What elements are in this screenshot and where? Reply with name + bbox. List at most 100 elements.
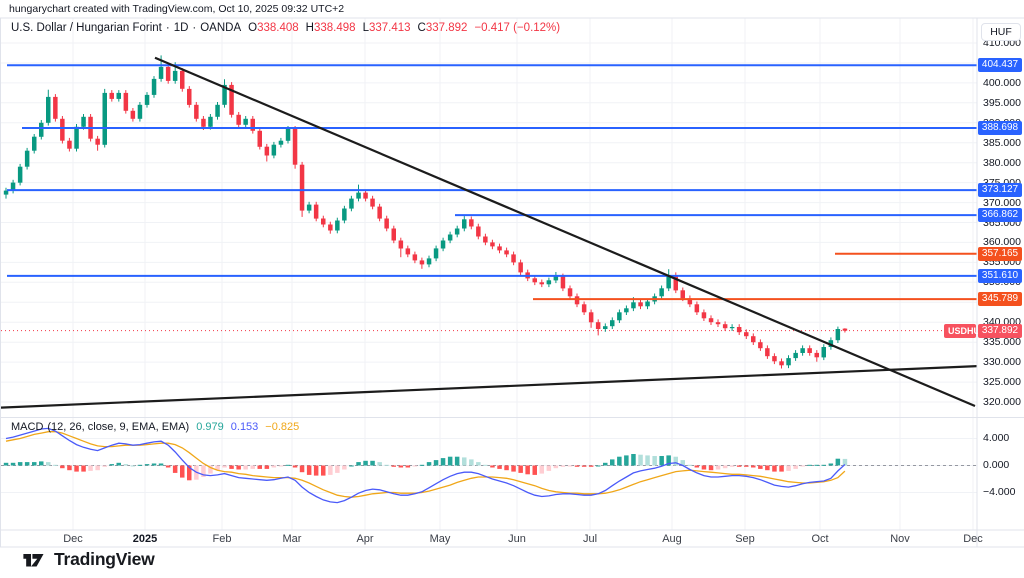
macd-histogram-bar [229, 465, 234, 469]
tradingview-brand-name[interactable]: TradingView [54, 549, 155, 569]
currency-unit-button[interactable]: HUF [981, 23, 1021, 41]
macd-histogram-bar [271, 465, 277, 468]
macd-histogram-bar [469, 459, 474, 466]
candle-body [109, 92, 114, 99]
macd-histogram-bar [736, 465, 742, 467]
macd-histogram-bar [144, 464, 150, 466]
price-tick-label: 330.000 [983, 356, 1021, 368]
candle-body [24, 150, 30, 167]
candle-body [363, 192, 368, 199]
macd-histogram-bar [187, 465, 192, 481]
candle-body [426, 258, 432, 265]
candle-body [172, 70, 178, 81]
trendline-drawing[interactable] [0, 365, 978, 409]
time-tick-label: Feb [212, 533, 232, 545]
candle-body [539, 282, 544, 285]
price-tick-label: 385.000 [983, 137, 1021, 149]
macd-histogram-bar [24, 462, 30, 466]
time-tick-label: Dec [963, 533, 983, 545]
low-value: 337.413 [368, 22, 411, 34]
macd-histogram-bar [574, 465, 580, 467]
macd-histogram-bar [807, 464, 812, 466]
exchange-label[interactable]: OANDA [200, 22, 242, 34]
candle-body [687, 298, 693, 305]
candle-body [497, 246, 502, 251]
candle-body [610, 320, 615, 327]
macd-histogram-bar [553, 465, 559, 469]
macd-histogram-bar [765, 465, 770, 471]
macd-histogram-bar [729, 465, 735, 467]
candle-body [292, 128, 298, 165]
candle-body [560, 276, 566, 289]
interval-label[interactable]: 1D [173, 22, 189, 34]
symbol-title[interactable]: U.S. Dollar / Hungarian Forint [11, 22, 162, 34]
macd-main-line [5, 427, 846, 504]
macd-histogram-bar [39, 461, 44, 466]
macd-histogram-bar [257, 465, 262, 469]
macd-histogram-bar [356, 462, 361, 466]
macd-histogram-bar [292, 465, 298, 468]
macd-histogram-bar [701, 465, 707, 470]
macd-histogram-bar [172, 465, 178, 473]
time-tick-label: Nov [890, 533, 910, 545]
candle-body [603, 326, 608, 329]
candle-body [440, 240, 446, 249]
candle-body [194, 104, 199, 119]
macd-histogram-bar [617, 456, 622, 466]
trendline-drawing[interactable] [154, 56, 976, 408]
macd-histogram-bar [32, 462, 37, 466]
candle-body [469, 219, 474, 227]
candle-body [60, 118, 65, 141]
candle-body [722, 324, 728, 329]
price-tick-label: 370.000 [983, 197, 1021, 209]
macd-histogram-bar [666, 455, 671, 466]
candle-body [67, 140, 72, 149]
price-line-label: 357.165 [978, 247, 1022, 261]
candle-body [81, 116, 86, 127]
candle-body [638, 302, 643, 307]
macd-histogram-bar [673, 456, 678, 466]
price-tick-label: 325.000 [983, 376, 1021, 388]
price-line-label: 366.862 [978, 208, 1022, 222]
candle-body [800, 348, 805, 353]
candle-body [391, 228, 396, 241]
candle-body [229, 84, 234, 115]
macd-histogram-bar [638, 454, 643, 466]
macd-histogram-bar [814, 464, 819, 466]
candle-body [793, 352, 798, 359]
macd-params: (12, 26, close, 9, EMA, EMA) [47, 421, 190, 433]
price-line-label: 388.698 [978, 121, 1022, 135]
candle-body [3, 190, 9, 195]
macd-histogram-bar [694, 465, 700, 468]
macd-histogram-bar [708, 465, 714, 471]
macd-histogram-bar [264, 465, 270, 469]
price-line-label: 351.610 [978, 269, 1022, 283]
macd-histogram-bar [744, 465, 749, 467]
macd-histogram-bar [53, 464, 58, 466]
symbol-price-tag: USDHUF [944, 324, 986, 338]
price-line-label: 345.789 [978, 292, 1022, 306]
candle-body [180, 70, 185, 89]
macd-histogram-bar [151, 463, 157, 466]
candle-body [476, 226, 481, 237]
candle-body [342, 208, 347, 221]
macd-histogram-bar [786, 465, 791, 471]
candle-body [744, 332, 749, 337]
tradingview-logo-icon[interactable] [22, 549, 47, 570]
candle-body [377, 206, 382, 219]
candle-body [574, 296, 580, 305]
macd-tick-label: 4.000 [983, 432, 1010, 444]
macd-title[interactable]: MACD [11, 421, 44, 433]
candle-body [306, 204, 312, 211]
candle-body [130, 110, 136, 119]
macd-signal-line [5, 431, 846, 498]
macd-histogram-bar [405, 465, 411, 468]
time-tick-label: Dec [63, 533, 83, 545]
macd-histogram-bar [250, 465, 255, 469]
candle-body [398, 240, 404, 249]
candle-body [137, 104, 143, 119]
macd-histogram-bar [391, 465, 396, 467]
candle-body [807, 348, 812, 353]
